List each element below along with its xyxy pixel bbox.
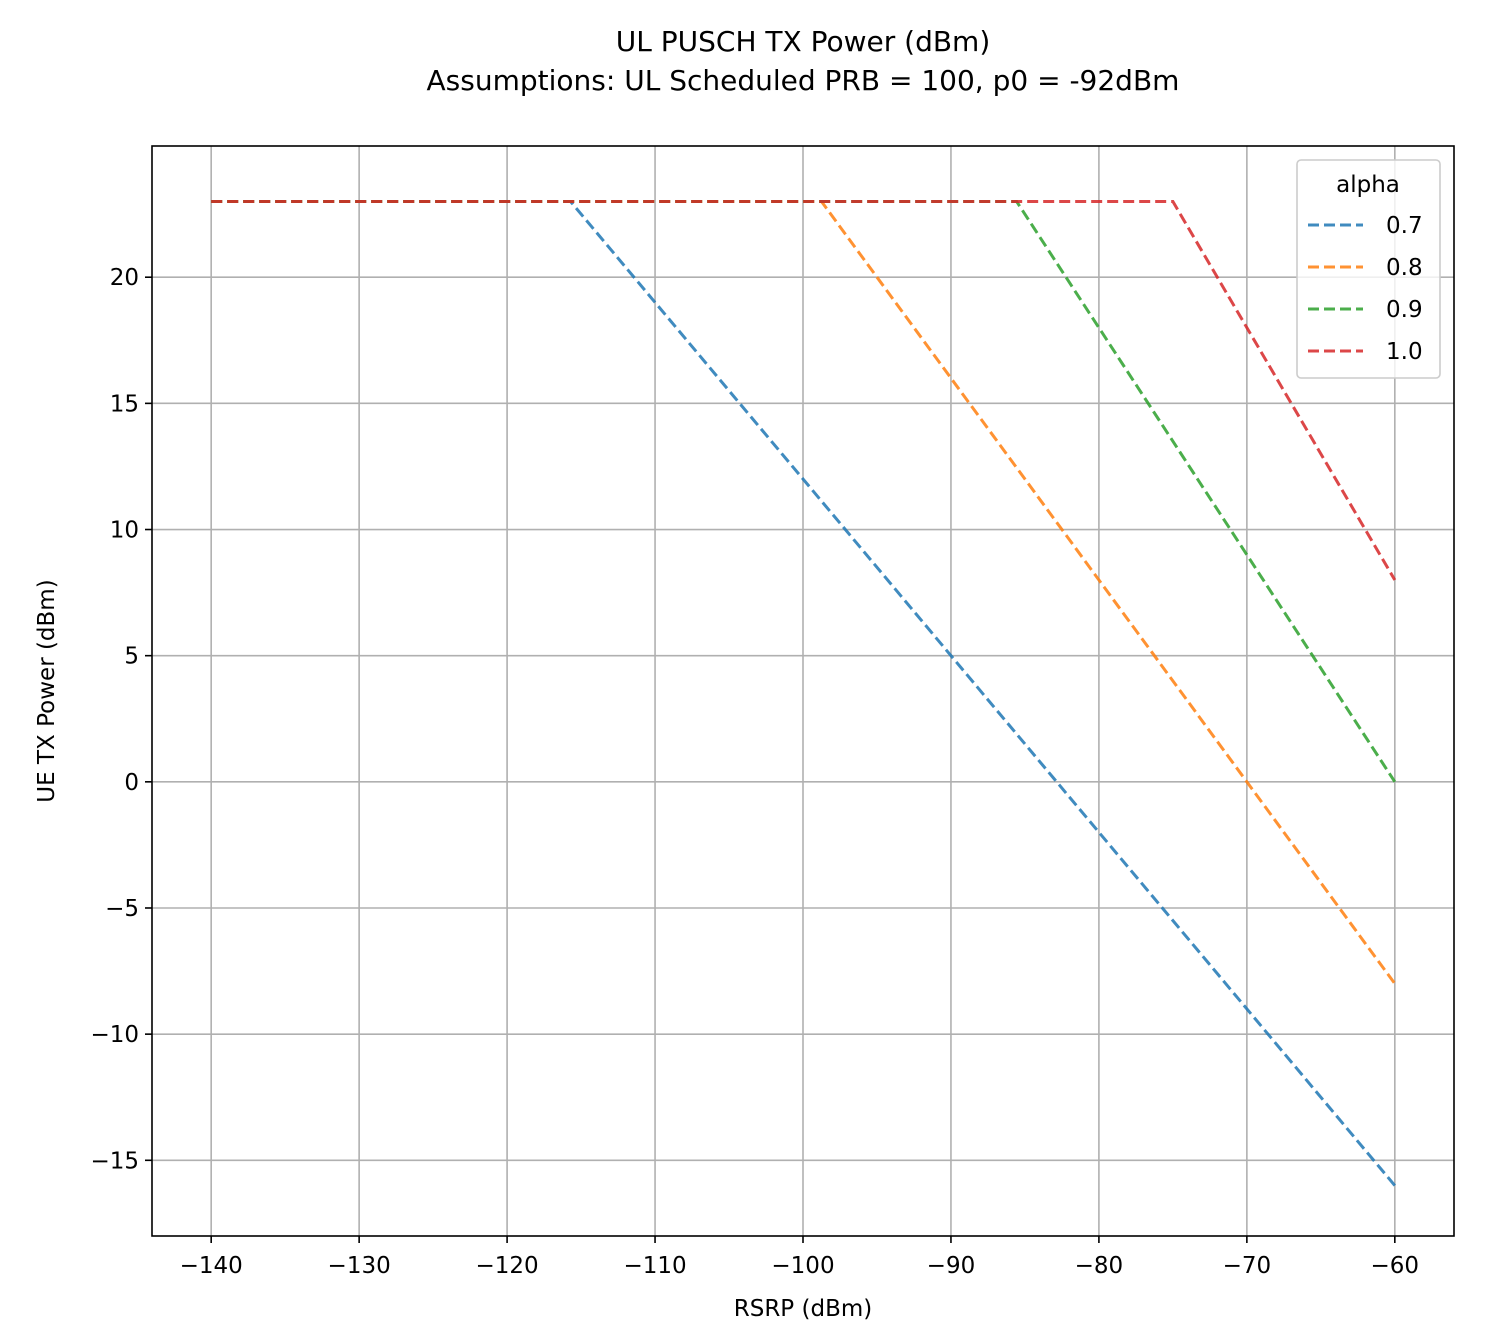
x-tick-label: −90 xyxy=(927,1253,976,1279)
legend-label: 0.8 xyxy=(1386,255,1423,281)
x-tick-label: −80 xyxy=(1075,1253,1124,1279)
y-tick-label: −5 xyxy=(105,896,139,922)
y-axis-label: UE TX Power (dBm) xyxy=(34,579,60,802)
series-line-1-0 xyxy=(211,200,1397,581)
x-tick-label: −140 xyxy=(180,1253,243,1279)
y-tick-label: −10 xyxy=(90,1022,139,1048)
x-tick-label: −100 xyxy=(771,1253,834,1279)
x-tick-label: −60 xyxy=(1371,1253,1420,1279)
y-tick-label: −15 xyxy=(90,1148,139,1174)
tick-layer: −140 −130 −120 −110 −100 −90 −80 −70 −60 −15 −10 −5… xyxy=(90,265,1419,1279)
series-layer xyxy=(211,200,1397,1187)
legend-box xyxy=(1296,159,1441,379)
chart-title: UL PUSCH TX Power (dBm) xyxy=(616,25,991,58)
legend-label: 1.0 xyxy=(1386,339,1423,365)
legend-label: 0.7 xyxy=(1386,213,1423,239)
legend-label: 0.9 xyxy=(1386,297,1423,323)
y-tick-label: 5 xyxy=(124,644,139,670)
x-tick-label: −70 xyxy=(1223,1253,1272,1279)
x-tick-label: −120 xyxy=(476,1253,539,1279)
grid xyxy=(152,146,1454,1236)
y-tick-label: 10 xyxy=(110,518,139,544)
x-tick-label: −110 xyxy=(623,1253,686,1279)
y-tick-label: 0 xyxy=(124,770,139,796)
chart-subtitle: Assumptions: UL Scheduled PRB = 100, p0 … xyxy=(427,64,1180,97)
x-tick-label: −130 xyxy=(328,1253,391,1279)
legend-title: alpha xyxy=(1336,172,1400,198)
y-tick-label: 20 xyxy=(110,265,139,291)
legend: alpha 0.7 0.8 0.9 1.0 xyxy=(1296,159,1441,379)
y-tick-label: 15 xyxy=(110,391,139,417)
x-axis-label: RSRP (dBm) xyxy=(734,1296,872,1322)
